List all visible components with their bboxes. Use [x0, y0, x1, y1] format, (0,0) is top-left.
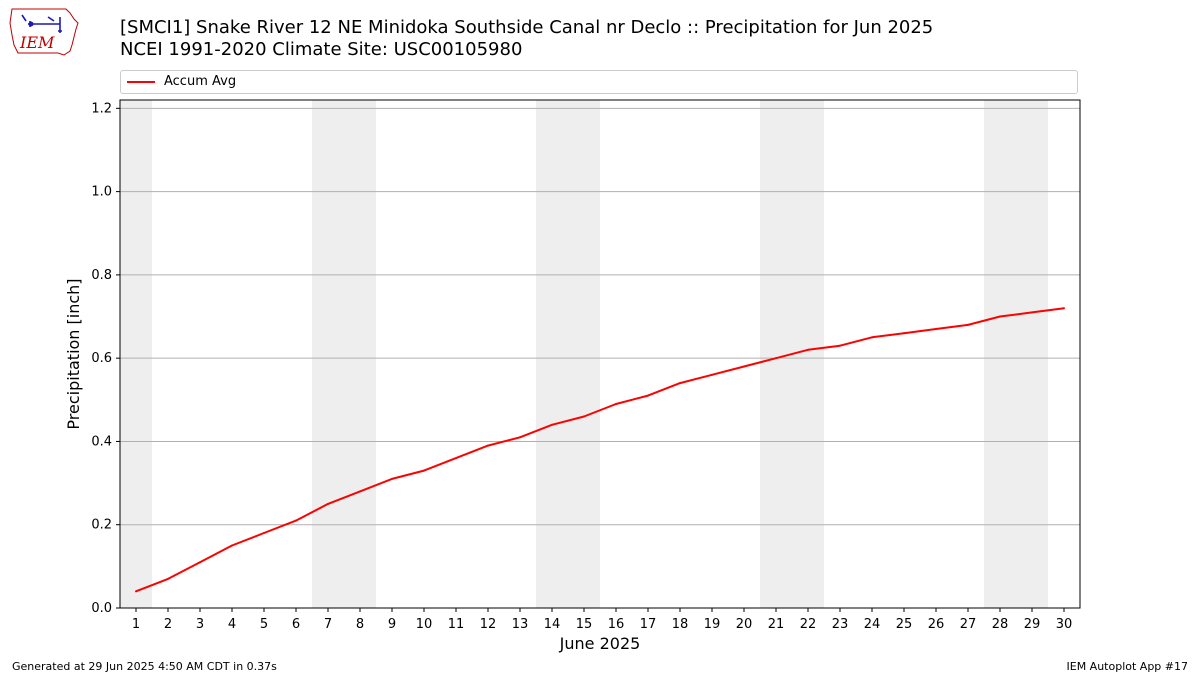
weekend-shade-day-8 — [344, 100, 376, 608]
x-tick-label: 22 — [800, 617, 817, 632]
data-point-day-27 — [967, 323, 969, 326]
x-tick-label: 11 — [448, 617, 465, 632]
axis-layer: 0.00.20.40.60.81.01.21 2 3 4 5 6 7 8 9 10 11 12 13 14… — [91, 101, 1072, 632]
y-tick-label: 0.6 — [91, 351, 112, 366]
y-tick-label: 0.2 — [91, 518, 112, 533]
x-tick-label: 26 — [928, 617, 945, 632]
data-point-day-9 — [391, 477, 393, 480]
data-point-day-26 — [935, 328, 937, 331]
data-point-day-21 — [775, 357, 777, 360]
data-point-day-13 — [519, 436, 521, 439]
data-point-day-4 — [231, 544, 233, 547]
x-tick-label: 13 — [512, 617, 529, 632]
data-point-day-12 — [487, 444, 489, 447]
weekend-shade-day-14 — [536, 100, 568, 608]
x-tick-label: 12 — [480, 617, 497, 632]
series-layer — [135, 307, 1065, 593]
data-point-day-20 — [743, 365, 745, 368]
chart-subtitle: NCEI 1991-2020 Climate Site: USC00105980 — [120, 39, 523, 60]
weekend-shading-layer — [120, 100, 1048, 608]
data-point-day-19 — [711, 373, 713, 376]
x-tick-label: 15 — [576, 617, 593, 632]
grid-layer — [120, 107, 1080, 526]
data-point-day-5 — [263, 532, 265, 535]
plot-frame — [119, 99, 1081, 609]
x-tick-label: 8 — [356, 617, 364, 632]
data-point-day-10 — [423, 469, 425, 472]
logo-text: IEM — [19, 33, 55, 52]
x-tick-label: 20 — [736, 617, 753, 632]
iem-logo: IEM — [9, 8, 79, 56]
x-tick-label: 4 — [228, 617, 236, 632]
data-point-day-11 — [455, 457, 457, 460]
x-tick-label: 6 — [292, 617, 300, 632]
data-point-day-18 — [679, 382, 681, 385]
x-tick-label: 1 — [132, 617, 140, 632]
x-tick-label: 25 — [896, 617, 913, 632]
series-line-accum-avg — [135, 307, 1065, 593]
data-point-day-29 — [1031, 311, 1033, 314]
station-dot-icon — [28, 21, 34, 27]
footer-generated-text: Generated at 29 Jun 2025 4:50 AM CDT in … — [12, 660, 277, 673]
data-point-day-16 — [615, 402, 617, 405]
x-tick-label: 10 — [416, 617, 433, 632]
iowa-outline-shape — [9, 8, 79, 56]
x-tick-label: 2 — [164, 617, 172, 632]
data-point-day-15 — [583, 415, 585, 418]
weekend-shade-day-1 — [120, 100, 152, 608]
x-tick-label: 24 — [864, 617, 881, 632]
legend: Accum Avg — [120, 70, 1078, 94]
y-axis-label: Precipitation [inch] — [64, 278, 83, 429]
x-tick-label: 9 — [388, 617, 396, 632]
data-point-day-22 — [807, 348, 809, 351]
x-tick-label: 29 — [1024, 617, 1041, 632]
x-tick-label: 27 — [960, 617, 977, 632]
weekend-shade-day-22 — [792, 100, 824, 608]
legend-swatch — [127, 81, 155, 83]
footer-app-text: IEM Autoplot App #17 — [1066, 660, 1189, 673]
data-point-day-30 — [1063, 307, 1065, 310]
data-point-day-24 — [871, 336, 873, 339]
data-point-day-8 — [359, 490, 361, 493]
x-axis-label: June 2025 — [559, 634, 641, 653]
x-tick-label: 23 — [832, 617, 849, 632]
x-tick-label: 28 — [992, 617, 1009, 632]
chart-title: [SMCI1] Snake River 12 NE Minidoka South… — [120, 17, 934, 38]
weekend-shade-day-7 — [312, 100, 344, 608]
data-point-day-6 — [295, 519, 297, 522]
x-tick-label: 30 — [1056, 617, 1073, 632]
data-point-day-25 — [903, 332, 905, 335]
x-tick-label: 21 — [768, 617, 785, 632]
x-tick-label: 7 — [324, 617, 332, 632]
y-tick-label: 1.2 — [91, 101, 112, 116]
data-point-day-28 — [999, 315, 1001, 318]
data-point-day-14 — [551, 423, 553, 426]
legend-label: Accum Avg — [164, 74, 237, 89]
data-point-day-2 — [167, 577, 169, 580]
weekend-shade-day-15 — [568, 100, 600, 608]
x-tick-label: 19 — [704, 617, 721, 632]
data-point-day-17 — [647, 394, 649, 397]
data-point-day-7 — [327, 502, 329, 505]
data-point-day-3 — [199, 561, 201, 564]
y-tick-label: 1.0 — [91, 185, 112, 200]
y-tick-label: 0.4 — [91, 434, 112, 449]
y-tick-label: 0.8 — [91, 268, 112, 283]
x-tick-label: 5 — [260, 617, 268, 632]
y-tick-label: 0.0 — [91, 601, 112, 616]
x-tick-label: 16 — [608, 617, 625, 632]
weekend-shade-day-28 — [984, 100, 1016, 608]
x-tick-label: 3 — [196, 617, 204, 632]
weekend-shade-day-21 — [760, 100, 792, 608]
data-point-day-23 — [839, 344, 841, 347]
x-tick-label: 17 — [640, 617, 657, 632]
data-point-day-1 — [135, 590, 137, 593]
weekend-shade-day-29 — [1016, 100, 1048, 608]
x-tick-label: 18 — [672, 617, 689, 632]
x-tick-label: 14 — [544, 617, 561, 632]
